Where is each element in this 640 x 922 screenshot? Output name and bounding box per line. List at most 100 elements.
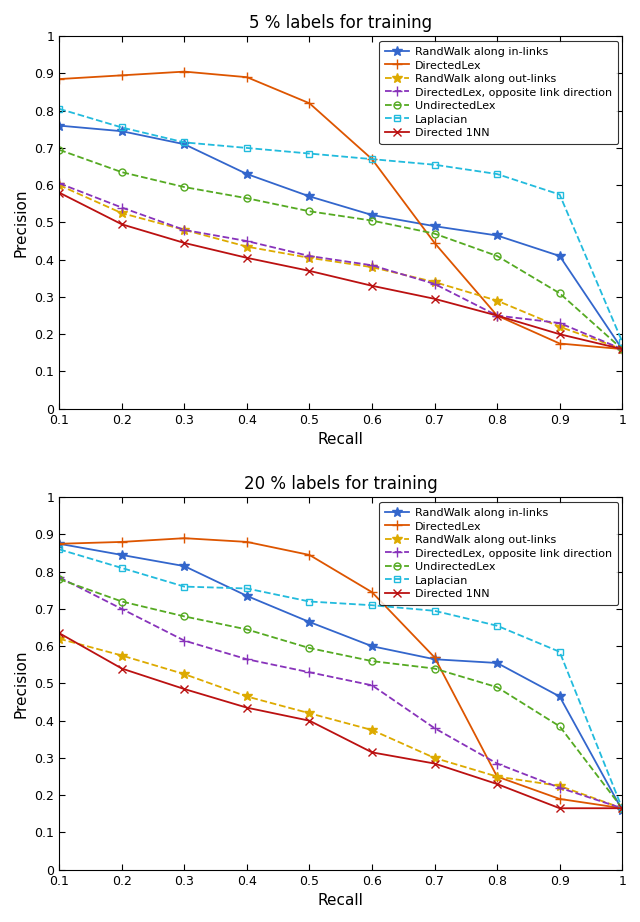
RandWalk along in-links [180, 138, 188, 149]
DirectedLex [556, 338, 563, 349]
Directed 1NN [493, 778, 501, 789]
X-axis label: Recall: Recall [318, 432, 364, 447]
RandWalk along out-links [180, 668, 188, 680]
DirectedLex, opposite link direction [368, 260, 376, 271]
Laplacian [243, 583, 251, 594]
Line: DirectedLex: DirectedLex [54, 533, 627, 813]
Directed 1NN [56, 187, 63, 198]
Laplacian [118, 122, 125, 133]
RandWalk along in-links [368, 209, 376, 220]
DirectedLex [431, 237, 438, 248]
Directed 1NN [180, 683, 188, 694]
DirectedLex, opposite link direction [118, 603, 125, 614]
RandWalk along out-links [243, 691, 251, 702]
Line: UndirectedLex: UndirectedLex [56, 575, 626, 811]
RandWalk along out-links [368, 725, 376, 736]
RandWalk along in-links [493, 230, 501, 241]
Line: UndirectedLex: UndirectedLex [56, 147, 626, 352]
RandWalk along in-links [618, 344, 626, 355]
UndirectedLex [243, 624, 251, 635]
RandWalk along in-links [56, 538, 63, 550]
Legend: RandWalk along in-links, DirectedLex, RandWalk along out-links, DirectedLex, opp: RandWalk along in-links, DirectedLex, Ra… [380, 41, 618, 144]
DirectedLex, opposite link direction [243, 654, 251, 665]
RandWalk along in-links [306, 191, 314, 202]
X-axis label: Recall: Recall [318, 893, 364, 908]
Directed 1NN [618, 344, 626, 355]
DirectedLex, opposite link direction [306, 667, 314, 678]
Line: Laplacian: Laplacian [56, 105, 626, 345]
Directed 1NN [56, 628, 63, 639]
DirectedLex [368, 154, 376, 165]
RandWalk along out-links [431, 277, 438, 288]
RandWalk along out-links [556, 321, 563, 332]
UndirectedLex [180, 611, 188, 622]
RandWalk along in-links [118, 550, 125, 561]
Laplacian [618, 803, 626, 814]
Laplacian [368, 599, 376, 610]
DirectedLex, opposite link direction [618, 803, 626, 814]
RandWalk along out-links [243, 242, 251, 253]
Title: 5 % labels for training: 5 % labels for training [249, 14, 432, 32]
UndirectedLex [306, 206, 314, 217]
UndirectedLex [556, 721, 563, 732]
DirectedLex, opposite link direction [618, 344, 626, 355]
DirectedLex, opposite link direction [431, 278, 438, 290]
Directed 1NN [306, 266, 314, 277]
RandWalk along in-links [431, 654, 438, 665]
Laplacian [180, 581, 188, 592]
Laplacian [118, 562, 125, 573]
UndirectedLex [180, 182, 188, 193]
Directed 1NN [180, 237, 188, 248]
RandWalk along out-links [118, 650, 125, 661]
DirectedLex, opposite link direction [118, 202, 125, 213]
RandWalk along in-links [431, 220, 438, 231]
Laplacian [56, 544, 63, 555]
DirectedLex, opposite link direction [306, 251, 314, 262]
Laplacian [493, 169, 501, 180]
Laplacian [556, 646, 563, 657]
RandWalk along in-links [56, 120, 63, 131]
UndirectedLex [118, 167, 125, 178]
DirectedLex [243, 537, 251, 548]
DirectedLex, opposite link direction [493, 310, 501, 321]
RandWalk along out-links [306, 253, 314, 264]
RandWalk along in-links [180, 561, 188, 572]
Y-axis label: Precision: Precision [14, 188, 29, 256]
RandWalk along out-links [118, 207, 125, 219]
Laplacian [306, 596, 314, 607]
Line: DirectedLex, opposite link direction: DirectedLex, opposite link direction [54, 573, 627, 813]
Legend: RandWalk along in-links, DirectedLex, RandWalk along out-links, DirectedLex, opp: RandWalk along in-links, DirectedLex, Ra… [380, 502, 618, 605]
DirectedLex [180, 66, 188, 77]
RandWalk along in-links [243, 590, 251, 601]
DirectedLex [180, 533, 188, 544]
RandWalk along out-links [493, 295, 501, 306]
DirectedLex [618, 344, 626, 355]
RandWalk along in-links [368, 641, 376, 652]
DirectedLex, opposite link direction [180, 224, 188, 235]
Laplacian [556, 189, 563, 200]
Directed 1NN [556, 328, 563, 339]
Laplacian [306, 148, 314, 160]
UndirectedLex [493, 681, 501, 692]
Title: 20 % labels for training: 20 % labels for training [244, 475, 438, 493]
DirectedLex [368, 586, 376, 597]
DirectedLex, opposite link direction [180, 635, 188, 646]
Laplacian [368, 154, 376, 165]
UndirectedLex [368, 656, 376, 667]
Directed 1NN [493, 310, 501, 321]
Laplacian [493, 621, 501, 632]
DirectedLex, opposite link direction [243, 235, 251, 246]
Line: RandWalk along out-links: RandWalk along out-links [54, 634, 627, 813]
RandWalk along out-links [56, 180, 63, 191]
Line: Directed 1NN: Directed 1NN [55, 188, 627, 353]
RandWalk along out-links [306, 708, 314, 719]
RandWalk along out-links [618, 344, 626, 355]
UndirectedLex [556, 288, 563, 299]
DirectedLex, opposite link direction [431, 723, 438, 734]
DirectedLex, opposite link direction [368, 680, 376, 691]
UndirectedLex [493, 251, 501, 262]
UndirectedLex [56, 573, 63, 585]
Line: RandWalk along in-links: RandWalk along in-links [54, 539, 627, 815]
Line: Directed 1NN: Directed 1NN [55, 629, 627, 812]
UndirectedLex [431, 663, 438, 674]
